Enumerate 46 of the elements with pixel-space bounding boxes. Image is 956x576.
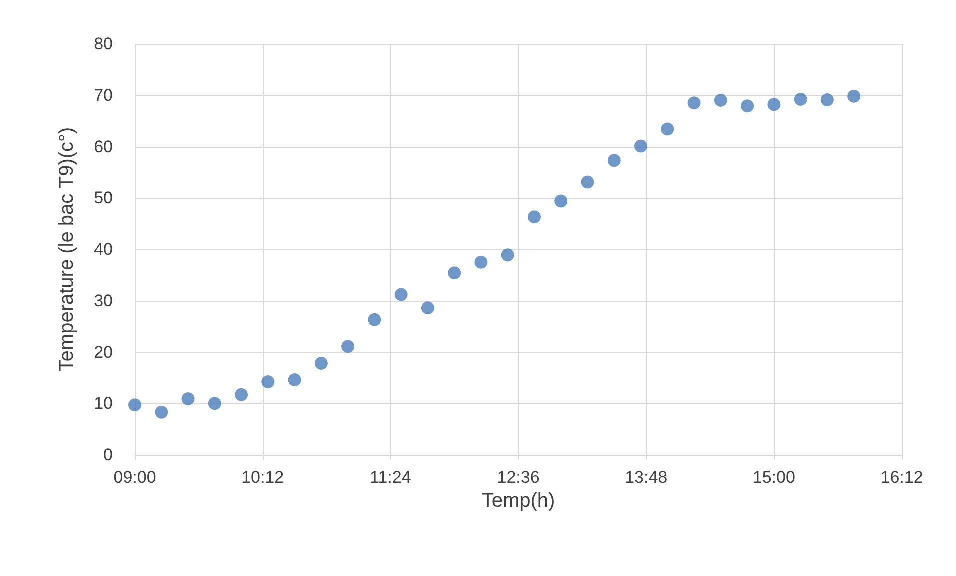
x-tick-label: 11:24 xyxy=(370,468,412,487)
point xyxy=(288,373,302,386)
point xyxy=(421,302,434,315)
point xyxy=(661,122,674,136)
point xyxy=(262,376,275,389)
point xyxy=(155,406,168,419)
point xyxy=(394,288,408,302)
y-tick-label: 50 xyxy=(94,188,113,208)
point xyxy=(182,392,195,406)
point xyxy=(342,340,355,354)
point xyxy=(714,94,728,108)
y-tick-label: 40 xyxy=(94,240,113,259)
point xyxy=(581,176,594,189)
x-tick-label: 13:48 xyxy=(625,468,668,487)
point xyxy=(314,357,328,370)
point xyxy=(474,256,488,269)
point xyxy=(634,140,648,153)
point xyxy=(501,248,514,262)
x-tick-label: 15:00 xyxy=(752,468,796,487)
point xyxy=(368,313,382,326)
point xyxy=(608,154,621,168)
x-tick-label: 09:00 xyxy=(114,468,156,487)
x-tick-label: 10:12 xyxy=(242,468,284,487)
point xyxy=(235,388,248,402)
point xyxy=(554,194,568,208)
y-tick-label: 60 xyxy=(94,137,113,156)
point xyxy=(820,94,834,106)
x-tick-label: 12:36 xyxy=(497,468,540,487)
point xyxy=(528,210,541,224)
point xyxy=(794,92,808,106)
point xyxy=(208,397,222,410)
y-tick-label: 10 xyxy=(94,394,113,414)
x-axis-title: Temp(h) xyxy=(482,490,556,512)
point xyxy=(768,98,781,112)
point xyxy=(848,90,861,103)
y-tick-label: 20 xyxy=(94,342,113,362)
point xyxy=(128,398,142,412)
y-axis-title: Temperature (le bac T9)(c°) xyxy=(56,127,78,372)
y-tick-label: 80 xyxy=(94,34,113,54)
y-tick-label: 70 xyxy=(94,86,113,105)
y-tick-label: 30 xyxy=(94,291,113,310)
x-tick-label: 16:12 xyxy=(880,468,924,487)
y-tick-label: 0 xyxy=(104,446,113,464)
point xyxy=(688,96,701,110)
point xyxy=(448,266,462,280)
point xyxy=(741,100,754,113)
